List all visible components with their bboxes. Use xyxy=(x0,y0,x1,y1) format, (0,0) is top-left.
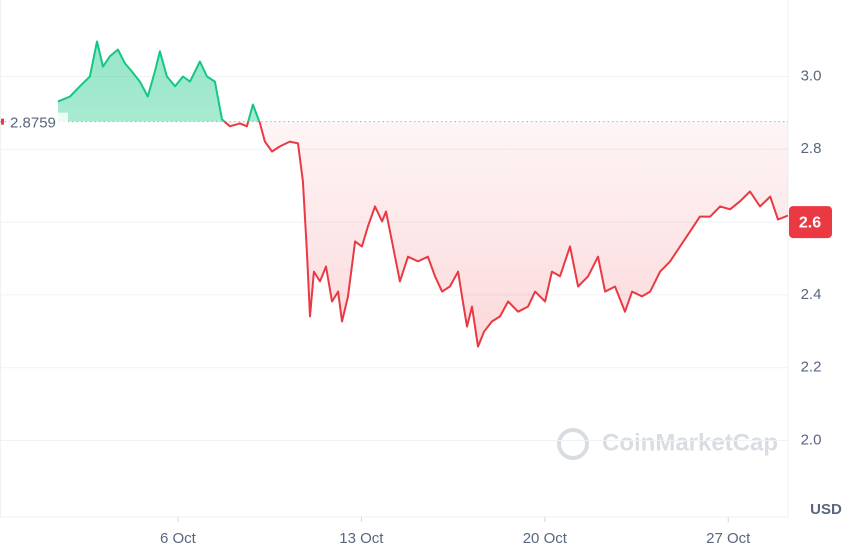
reference-label: 2.8759 xyxy=(10,115,56,132)
unit-label: USD xyxy=(810,501,842,518)
y-tick-label: 3.0 xyxy=(801,67,822,84)
area-up xyxy=(57,41,260,122)
reference-marker xyxy=(1,118,4,125)
current-price-label: 2.6 xyxy=(799,214,821,231)
x-tick-label: 6 Oct xyxy=(160,530,197,547)
watermark: CoinMarketCap xyxy=(557,428,778,460)
x-tick-label: 27 Oct xyxy=(706,530,751,547)
x-tick-label: 13 Oct xyxy=(339,530,384,547)
current-price-tag xyxy=(789,206,832,239)
reference-label-bg xyxy=(6,112,68,131)
y-tick-label: 2.8 xyxy=(801,140,822,157)
price-line-down xyxy=(223,121,788,348)
y-tick-label: 2.2 xyxy=(801,359,822,376)
price-line-up xyxy=(57,40,261,122)
x-tick-label: 20 Oct xyxy=(523,530,568,547)
y-tick-label: 2.4 xyxy=(801,286,822,303)
y-tick-label: 2.0 xyxy=(801,432,822,449)
watermark-text: CoinMarketCap xyxy=(602,429,778,456)
watermark-logo xyxy=(557,428,589,460)
